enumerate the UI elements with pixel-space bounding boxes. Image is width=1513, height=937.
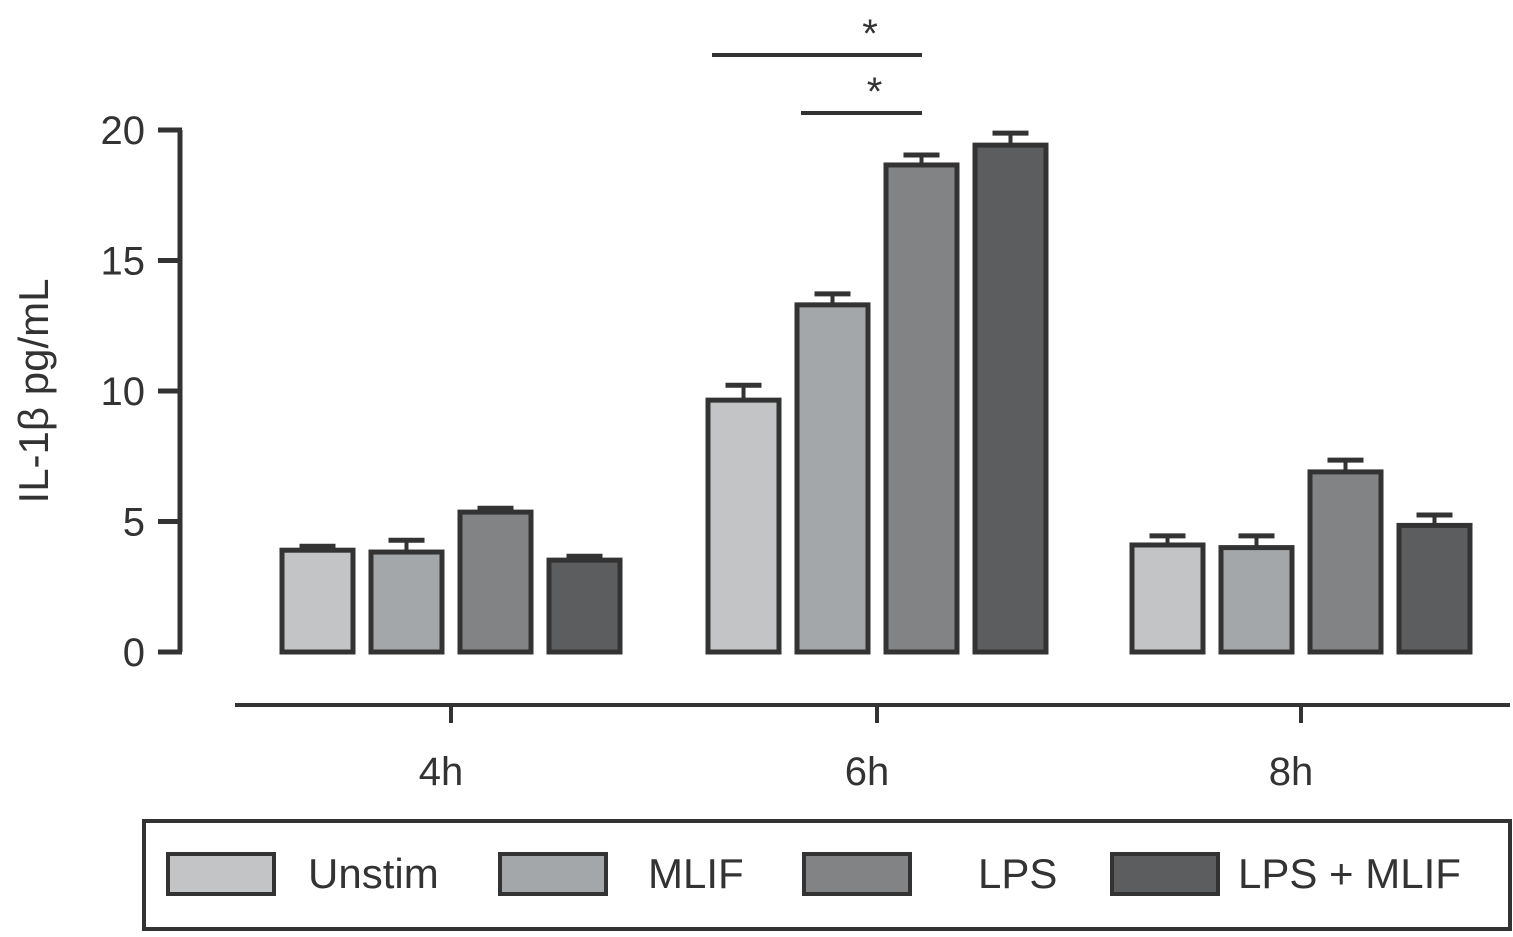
bar-unstim-4h [279, 547, 356, 655]
legend-box [142, 819, 1512, 931]
legend-swatch-1 [166, 852, 276, 896]
bar-unstim-6h [705, 397, 782, 655]
bar-lps-mlif-6h [972, 142, 1049, 655]
legend-label-1: Unstim [308, 850, 439, 897]
legend-label-2: MLIF [648, 850, 744, 897]
bar-mlif-8h [1218, 545, 1295, 655]
legend-swatch-4 [1110, 852, 1220, 896]
bar-lps-8h [1307, 469, 1384, 655]
y-tick-label: 10 [101, 370, 146, 414]
bar-mlif-6h [794, 302, 871, 655]
y-tick-label: 5 [123, 501, 145, 545]
legend-swatch-2 [498, 852, 608, 896]
y-tick-label: 0 [123, 631, 145, 675]
legend-label-3: LPS [978, 850, 1057, 897]
x-tick-label-8h: 8h [1269, 750, 1314, 794]
bar-mlif-4h [368, 549, 445, 655]
x-tick-label-4h: 4h [419, 750, 464, 794]
legend-label-4: LPS + MLIF [1238, 850, 1461, 897]
y-tick-label: 20 [101, 109, 146, 153]
y-tick-label: 15 [101, 240, 146, 284]
legend-swatch-3 [802, 852, 912, 896]
significance-star: * [867, 70, 883, 114]
bar-unstim-8h [1129, 542, 1206, 655]
significance-star: * [862, 12, 878, 56]
bar-lps-4h [457, 509, 534, 655]
bar-lps-mlif-8h [1396, 522, 1473, 655]
bar-lps-6h [883, 162, 960, 655]
y-axis-label: IL-1β pg/mL [10, 279, 57, 504]
x-tick-label-6h: 6h [845, 750, 890, 794]
bar-lps-mlif-4h [546, 557, 623, 655]
